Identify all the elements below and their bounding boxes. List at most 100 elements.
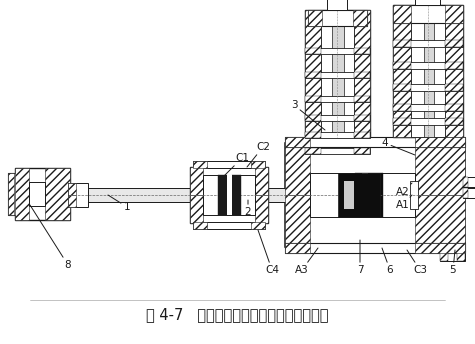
Bar — [393, 84, 411, 91]
Bar — [415, 143, 465, 195]
Bar — [411, 5, 445, 137]
Bar — [393, 40, 411, 47]
Bar — [354, 96, 370, 102]
Bar — [332, 10, 344, 137]
Bar — [354, 72, 370, 78]
Text: C3: C3 — [407, 250, 427, 275]
Text: C4: C4 — [258, 230, 279, 275]
Bar — [8, 173, 18, 215]
Bar — [353, 10, 367, 26]
Bar — [305, 115, 321, 121]
Bar — [393, 40, 463, 47]
Bar — [393, 5, 463, 23]
Bar — [393, 118, 463, 125]
Text: 1: 1 — [108, 195, 130, 212]
Bar — [285, 243, 310, 253]
Bar — [285, 143, 465, 247]
Bar — [308, 10, 322, 26]
Bar — [193, 222, 265, 229]
Bar — [445, 40, 463, 47]
Bar — [305, 48, 370, 54]
Bar — [8, 173, 14, 215]
Text: 3: 3 — [291, 100, 325, 130]
Bar — [463, 188, 468, 198]
Bar — [305, 132, 370, 138]
Text: 2: 2 — [245, 200, 251, 217]
Bar — [415, 243, 465, 253]
Bar — [193, 222, 207, 229]
Bar — [305, 148, 321, 154]
Bar — [203, 175, 255, 215]
Bar — [305, 115, 370, 121]
Bar — [393, 5, 411, 137]
Text: C1: C1 — [222, 153, 249, 178]
Bar — [463, 188, 475, 198]
Bar — [255, 167, 268, 195]
Bar — [424, 5, 434, 137]
Bar — [445, 84, 463, 91]
Bar — [310, 173, 415, 217]
Bar — [362, 173, 368, 217]
Bar — [285, 195, 310, 247]
Text: A2: A2 — [396, 183, 412, 197]
Bar — [70, 188, 295, 202]
Text: 7: 7 — [357, 240, 363, 275]
Bar — [285, 137, 465, 147]
Bar — [305, 72, 321, 78]
Bar — [463, 177, 475, 187]
Text: A1: A1 — [396, 195, 412, 210]
Bar — [445, 5, 463, 23]
Text: 5: 5 — [450, 250, 456, 275]
Text: C2: C2 — [247, 142, 270, 167]
Bar — [232, 175, 241, 215]
Bar — [440, 247, 465, 261]
Bar — [354, 115, 370, 121]
Bar — [305, 96, 321, 102]
Bar — [15, 168, 70, 220]
Text: 8: 8 — [30, 205, 71, 270]
Bar — [445, 5, 463, 137]
Bar — [251, 161, 265, 168]
Bar — [457, 247, 465, 261]
Bar — [68, 183, 76, 195]
Bar — [29, 182, 45, 206]
Bar — [440, 247, 448, 261]
Bar — [305, 48, 321, 54]
Bar — [393, 5, 411, 23]
Bar — [354, 132, 370, 138]
Bar — [354, 148, 370, 154]
Bar — [410, 181, 418, 209]
Text: 6: 6 — [382, 248, 393, 275]
Bar — [344, 181, 354, 209]
Bar — [193, 161, 207, 168]
Bar — [415, 137, 465, 147]
Bar — [193, 161, 265, 168]
Bar — [393, 5, 463, 137]
Bar — [308, 10, 367, 26]
Bar — [354, 48, 370, 54]
Bar — [305, 72, 370, 78]
Bar — [190, 167, 203, 195]
Bar — [393, 104, 411, 111]
Bar — [218, 175, 227, 215]
Bar — [445, 62, 463, 69]
Bar — [415, 0, 440, 5]
Text: 图 4-7   卧式冷压室压铸机压射机构示意图: 图 4-7 卧式冷压室压铸机压射机构示意图 — [146, 308, 328, 323]
Bar — [354, 10, 370, 137]
Bar — [285, 243, 465, 253]
Bar — [305, 96, 370, 102]
Bar — [393, 62, 463, 69]
Bar — [393, 118, 411, 125]
Bar — [255, 195, 268, 223]
Bar — [251, 222, 265, 229]
Bar — [68, 183, 88, 207]
Bar — [445, 118, 463, 125]
Bar — [445, 104, 463, 111]
Bar — [393, 104, 463, 111]
Bar — [463, 177, 468, 187]
Bar — [321, 10, 354, 137]
Bar — [45, 168, 70, 220]
Bar — [327, 0, 347, 10]
Bar — [190, 167, 268, 223]
Bar — [415, 195, 465, 247]
